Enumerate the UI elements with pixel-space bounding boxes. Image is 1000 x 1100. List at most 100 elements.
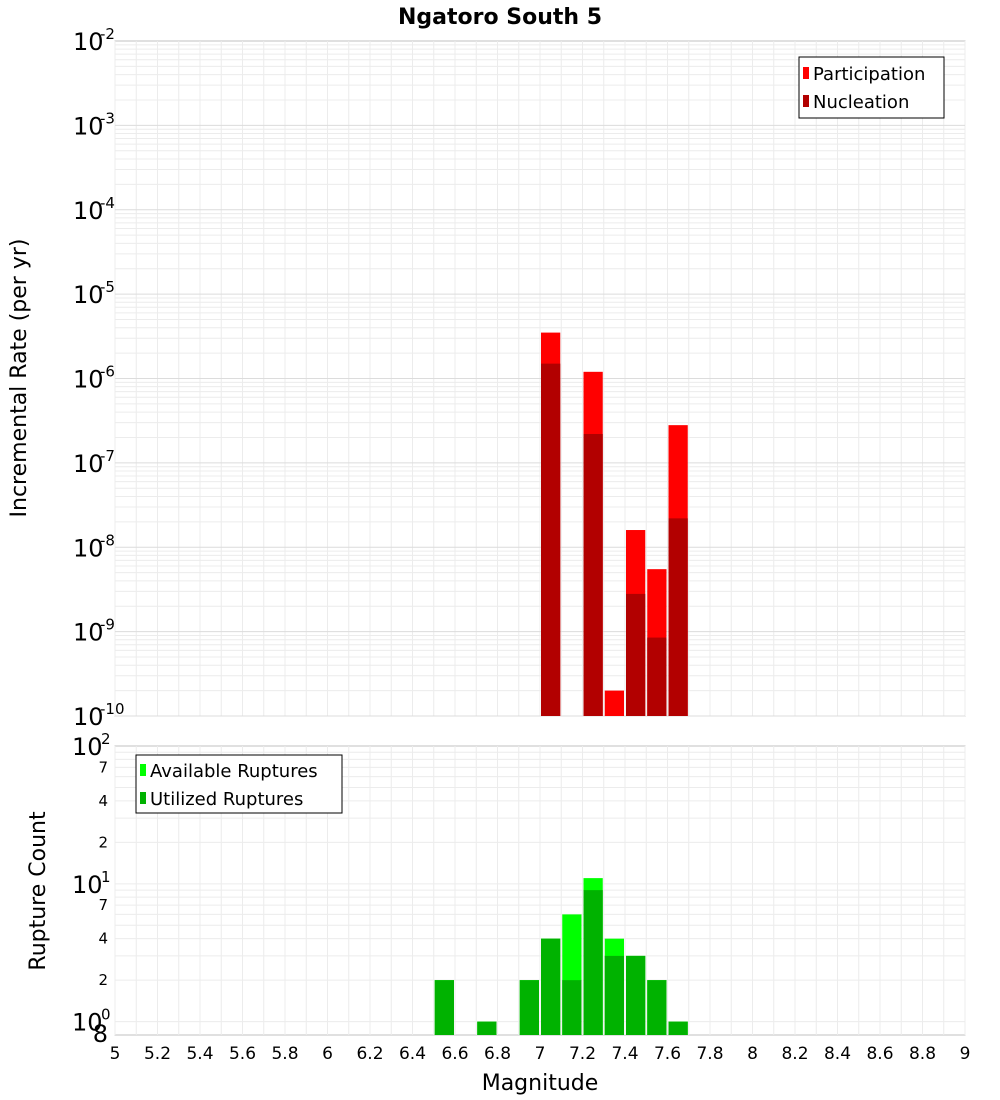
rate-y-tick-base: 10 <box>73 281 104 309</box>
count-y-minor-tick: 2 <box>98 971 108 989</box>
x-tick-label: 9 <box>960 1044 971 1064</box>
rate-y-tick-base: 10 <box>73 534 104 562</box>
rate-y-tick-base: 10 <box>73 619 104 647</box>
x-tick-label: 5.8 <box>271 1044 298 1064</box>
rate-bars <box>541 332 688 716</box>
rate-y-tick: 10-10 <box>73 700 125 731</box>
rate-y-tick: 10-7 <box>73 447 115 478</box>
count-y-tick: 100 <box>72 1006 111 1037</box>
count-y-minor-tick: 7 <box>98 896 108 914</box>
x-tick-label: 8 <box>747 1044 758 1064</box>
rate-series-1-bar <box>626 593 646 716</box>
count-series-1-bar <box>626 955 646 1035</box>
count-series-1-bar <box>519 980 539 1035</box>
rate-y-tick-exp: -5 <box>100 278 115 296</box>
count-y-minor-tick: 2 <box>98 833 108 851</box>
rate-y-tick-base: 10 <box>73 112 104 140</box>
rate-y-tick-base: 10 <box>73 450 104 478</box>
legend-available-label: Available Ruptures <box>150 761 318 782</box>
rate-series-0-bar <box>604 690 624 716</box>
rate-panel: 10-210-310-410-510-610-710-810-910-10 In… <box>7 25 966 731</box>
count-series-1-bar <box>668 1021 688 1035</box>
count-legend-box <box>135 754 343 814</box>
count-series-1-bar <box>541 938 561 1035</box>
x-tick-label: 7.4 <box>611 1044 638 1064</box>
rate-y-tick-exp: -2 <box>100 25 115 43</box>
x-axis-label: Magnitude <box>482 1071 599 1096</box>
count-y-tick-exp: 2 <box>101 730 111 748</box>
rate-y-tick: 10-3 <box>73 109 115 140</box>
rate-y-tick-base: 10 <box>73 703 104 731</box>
count-y-tick-base: 10 <box>72 871 103 899</box>
count-series-1-bar <box>647 980 667 1035</box>
rate-series-1-bar <box>541 363 561 716</box>
rate-y-tick-exp: -8 <box>100 531 115 549</box>
count-series-1-bar <box>477 1021 497 1035</box>
rate-y-tick-base: 10 <box>73 366 104 394</box>
count-y-tick: 102 <box>72 730 111 761</box>
x-tick-label: 6.8 <box>484 1044 511 1064</box>
rate-gridlines <box>114 41 966 717</box>
count-y-tick-base: 10 <box>72 733 103 761</box>
x-tick-label: 5.2 <box>144 1044 171 1064</box>
rate-y-tick-exp: -10 <box>100 700 125 718</box>
x-tick-label: 8.8 <box>909 1044 936 1064</box>
rate-y-tick-exp: -3 <box>100 109 115 127</box>
legend-nucleation-swatch <box>803 95 809 107</box>
x-tick-label: 5 <box>110 1044 121 1064</box>
x-tick-labels: 5 5.2 5.4 5.6 5.8 6 6.2 6.4 6.6 6.8 7 7.2 7.4 7.6 7.8 8… <box>110 1044 971 1064</box>
count-y-minor-tick: 4 <box>98 930 108 948</box>
count-y-minor-tick: 4 <box>98 792 108 810</box>
legend-participation-label: Participation <box>813 64 925 85</box>
count-legend: Available Ruptures Utilized Ruptures <box>135 754 343 814</box>
rate-y-tick: 10-2 <box>73 25 115 56</box>
count-y-tick-exp: 1 <box>101 868 111 886</box>
x-tick-label: 6 <box>322 1044 333 1064</box>
x-tick-label: 5.6 <box>229 1044 256 1064</box>
rate-legend-box <box>798 56 945 119</box>
rate-y-tick: 10-5 <box>73 278 115 309</box>
rate-y-tick: 10-4 <box>73 194 115 225</box>
count-gridlines <box>114 746 966 1035</box>
rate-y-tick-exp: -7 <box>100 447 115 465</box>
rate-series-1-bar <box>583 433 603 716</box>
count-y-minor-tick: 8 <box>93 1020 108 1048</box>
count-y-tick: 101 <box>72 868 111 899</box>
rate-series-1-bar <box>647 637 667 716</box>
rate-y-tick-exp: -6 <box>100 363 115 381</box>
count-series-1-bar <box>604 955 624 1035</box>
rate-y-axis-label: Incremental Rate (per yr) <box>7 239 32 518</box>
x-tick-label: 8.6 <box>866 1044 893 1064</box>
rate-y-tick: 10-8 <box>73 531 115 562</box>
legend-nucleation-label: Nucleation <box>813 92 909 113</box>
legend-utilized-swatch <box>140 792 146 804</box>
x-tick-label: 8.4 <box>824 1044 851 1064</box>
x-tick-label: 7.2 <box>569 1044 596 1064</box>
count-y-minor-tick: 7 <box>98 758 108 776</box>
legend-participation-swatch <box>803 67 809 79</box>
count-series-1-bar <box>434 980 454 1035</box>
rate-y-tick-exp: -4 <box>100 194 115 212</box>
legend-utilized-label: Utilized Ruptures <box>150 789 303 810</box>
count-bars <box>434 878 688 1035</box>
rate-series-1-bar <box>668 518 688 716</box>
rate-y-tick-exp: -9 <box>100 616 115 634</box>
count-y-tick-exp: 0 <box>101 1006 111 1024</box>
rate-legend: Participation Nucleation <box>798 56 945 119</box>
chart-title: Ngatoro South 5 <box>398 5 602 30</box>
rate-y-tick-base: 10 <box>73 28 104 56</box>
rate-y-tick-base: 10 <box>73 197 104 225</box>
x-tick-label: 5.4 <box>186 1044 213 1064</box>
count-series-1-bar <box>583 890 603 1035</box>
legend-available-swatch <box>140 764 146 776</box>
x-tick-label: 7.8 <box>696 1044 723 1064</box>
rate-y-tick: 10-6 <box>73 363 115 394</box>
count-series-1-bar <box>562 980 582 1035</box>
rate-y-tick: 10-9 <box>73 616 115 647</box>
x-tick-label: 8.2 <box>781 1044 808 1064</box>
rate-y-ticks: 10-210-310-410-510-610-710-810-910-10 <box>73 25 125 731</box>
count-y-tick-base: 10 <box>72 1009 103 1037</box>
